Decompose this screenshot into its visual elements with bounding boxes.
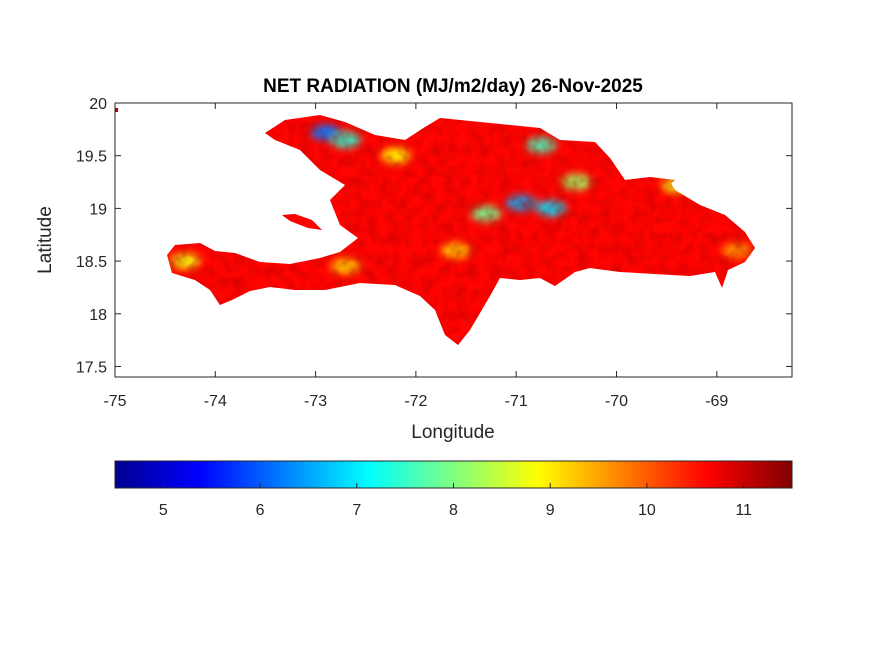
x-tick-label: -70	[605, 393, 628, 410]
map-speck	[115, 108, 118, 112]
colorbar-tick-label: 10	[638, 502, 656, 519]
x-tick-label: -74	[204, 393, 227, 410]
x-axis: -75 -74 -73 -72 -71 -70 -69	[103, 103, 728, 410]
colorbar-ticks: 5 6 7 8 9 10 11	[159, 483, 752, 519]
colorbar-tick-label: 9	[546, 502, 555, 519]
x-tick-label: -69	[705, 393, 728, 410]
chart-title: NET RADIATION (MJ/m2/day) 26-Nov-2025	[263, 76, 643, 97]
y-axis: 17.5 18 18.5 19 19.5 20	[76, 96, 792, 376]
colorbar-tick-label: 8	[449, 502, 458, 519]
x-tick-label: -75	[103, 393, 126, 410]
colorbar-tick-label: 7	[352, 502, 361, 519]
x-tick-label: -73	[304, 393, 327, 410]
y-tick-label: 17.5	[76, 359, 107, 376]
y-tick-label: 19.5	[76, 149, 107, 166]
y-tick-label: 18	[89, 307, 107, 324]
y-tick-label: 19	[89, 201, 107, 218]
x-tick-label: -71	[505, 393, 528, 410]
y-axis-label: Latitude	[35, 206, 56, 274]
x-tick-label: -72	[404, 393, 427, 410]
colorbar-tick-label: 11	[735, 502, 752, 519]
x-axis-label: Longitude	[411, 422, 494, 443]
colorbar-tick-label: 5	[159, 502, 168, 519]
colorbar-tick-label: 6	[256, 502, 265, 519]
y-tick-label: 18.5	[76, 254, 107, 271]
y-tick-label: 20	[89, 96, 107, 113]
